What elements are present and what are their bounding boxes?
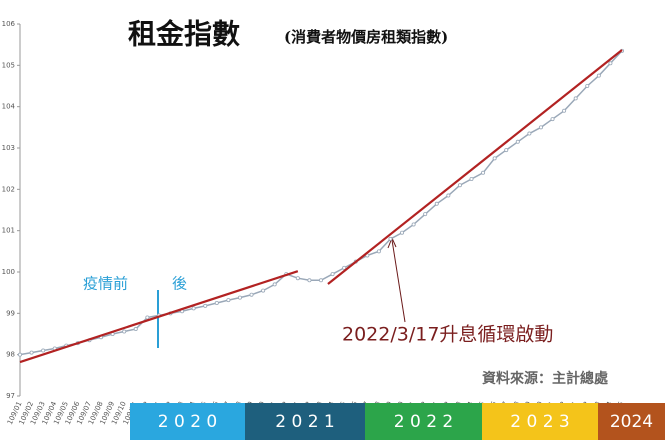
data-point xyxy=(29,350,34,355)
data-point xyxy=(562,108,567,113)
year-band xyxy=(365,403,482,440)
data-point xyxy=(492,156,497,161)
data-point xyxy=(318,278,323,283)
data-point xyxy=(41,348,46,353)
chart-subtitle: (消費者物價房租類指數) xyxy=(284,28,448,46)
data-point xyxy=(330,272,335,277)
year-band xyxy=(130,403,245,440)
data-point xyxy=(191,306,196,311)
year-band xyxy=(245,403,365,440)
y-tick-label: 98 xyxy=(6,351,15,359)
data-point xyxy=(596,73,601,78)
year-label: 2 0 2 2 xyxy=(394,412,453,432)
data-point xyxy=(237,295,242,300)
data-point xyxy=(469,176,474,181)
arrow xyxy=(391,239,406,323)
data-point xyxy=(145,315,150,320)
data-point xyxy=(527,131,532,136)
year-label: 2 0 2 0 xyxy=(158,412,217,432)
data-point xyxy=(388,236,393,241)
data-point xyxy=(249,292,254,297)
data-point xyxy=(538,125,543,130)
data-point xyxy=(261,288,266,293)
y-tick-label: 97 xyxy=(6,392,15,400)
data-point xyxy=(446,193,451,198)
data-point xyxy=(515,139,520,144)
data-point xyxy=(411,222,416,227)
y-tick-label: 103 xyxy=(2,144,15,152)
data-point xyxy=(342,265,347,270)
data-point xyxy=(481,170,486,175)
year-band xyxy=(482,403,598,440)
annotation-rate: 2022/3/17升息循環啟動 xyxy=(342,324,553,346)
trend-line xyxy=(327,49,623,285)
chart-title: 租金指數 xyxy=(128,18,240,51)
y-tick-label: 106 xyxy=(2,20,16,28)
data-point xyxy=(504,148,509,153)
year-label: 2 0 2 1 xyxy=(275,412,334,432)
y-tick-label: 100 xyxy=(2,268,15,276)
y-tick-label: 104 xyxy=(2,103,16,111)
data-point xyxy=(226,298,231,303)
source: 資料來源：主計總處 xyxy=(482,370,609,387)
year-label: 2 0 2 3 xyxy=(510,412,569,432)
data-point xyxy=(400,230,405,235)
data-point xyxy=(608,61,613,66)
y-tick-label: 105 xyxy=(2,61,15,69)
data-point xyxy=(214,300,219,305)
data-point xyxy=(133,327,138,332)
data-point xyxy=(457,183,462,188)
annotation-post: 後 xyxy=(172,275,187,293)
data-point xyxy=(122,329,127,334)
data-point xyxy=(573,96,578,101)
data-point xyxy=(272,282,277,287)
year-label: 2024 xyxy=(610,412,653,432)
data-point xyxy=(434,201,439,206)
trend-line xyxy=(19,270,299,364)
y-tick-label: 102 xyxy=(2,185,15,193)
annotation-pre: 疫情前 xyxy=(83,275,128,293)
data-point xyxy=(295,276,300,281)
data-point xyxy=(423,212,428,217)
y-tick-label: 101 xyxy=(2,227,15,235)
data-point xyxy=(376,249,381,254)
data-point xyxy=(585,84,590,89)
data-point xyxy=(307,278,312,283)
data-point xyxy=(550,117,555,122)
data-point xyxy=(17,352,22,357)
data-point xyxy=(203,303,208,308)
y-tick-label: 99 xyxy=(6,309,15,317)
data-line xyxy=(19,50,623,356)
year-band xyxy=(598,403,665,440)
